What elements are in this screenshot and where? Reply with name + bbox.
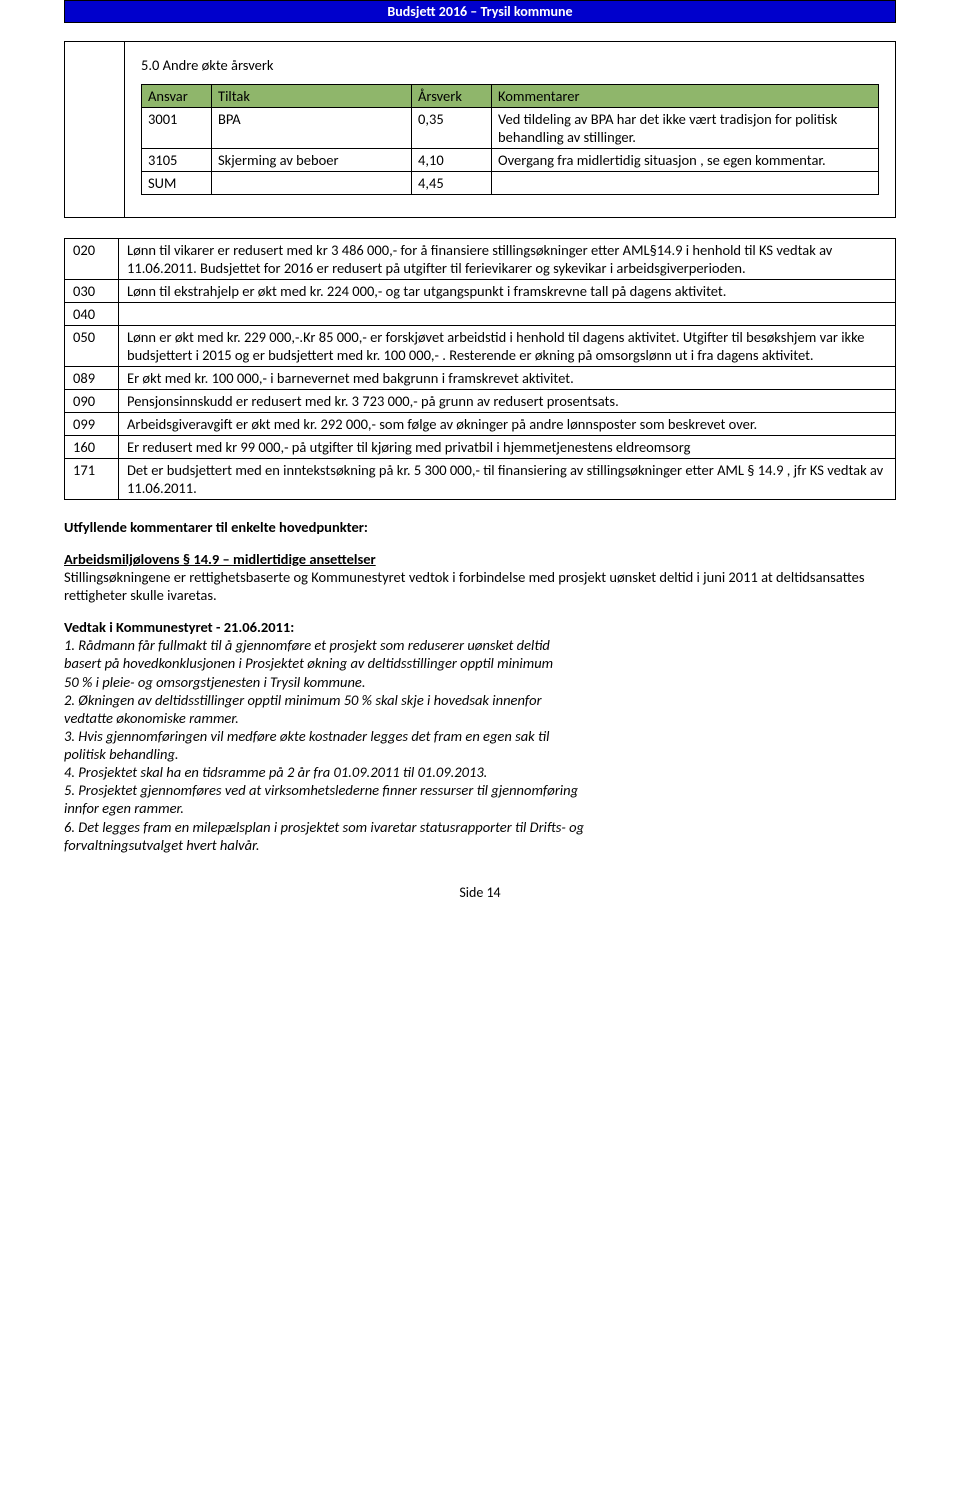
note-code: 090 <box>65 390 119 413</box>
section5-inner-table: Ansvar Tiltak Årsverk Kommentarer 3001 B… <box>141 84 879 195</box>
supplementary-subtitle: Arbeidsmiljølovens § 14.9 – midlertidige… <box>64 550 896 568</box>
note-code: 171 <box>65 459 119 500</box>
vedtak-line: basert på hovedkonklusjonen i Prosjektet… <box>64 654 896 672</box>
vedtak-line: 2. Økningen av deltidsstillinger opptil … <box>64 691 896 709</box>
vedtak-line: 4. Prosjektet skal ha en tidsramme på 2 … <box>64 763 896 781</box>
table-row: 171Det er budsjettert med en inntekstsøk… <box>65 459 896 500</box>
vedtak-line: vedtatte økonomiske rammer. <box>64 709 896 727</box>
cell-kommentar: Ved tildeling av BPA har det ikke vært t… <box>492 108 879 149</box>
vedtak-list: 1. Rådmann får fullmakt til å gjennomfør… <box>64 636 896 854</box>
cell-ansvar: 3105 <box>142 149 212 172</box>
note-text: Er redusert med kr 99 000,- på utgifter … <box>119 436 896 459</box>
note-text: Lønn til vikarer er redusert med kr 3 48… <box>119 239 896 280</box>
cell-arsverk: 0,35 <box>412 108 492 149</box>
section5-main-cell: 5.0 Andre økte årsverk Ansvar Tiltak Års… <box>125 42 896 218</box>
cell-tiltak <box>212 172 412 195</box>
cell-tiltak: BPA <box>212 108 412 149</box>
table-row: 040 <box>65 303 896 326</box>
note-text: Lønn er økt med kr. 229 000,-.Kr 85 000,… <box>119 326 896 367</box>
note-code: 020 <box>65 239 119 280</box>
vedtak-line: 3. Hvis gjennomføringen vil medføre økte… <box>64 727 896 745</box>
col-kommentar: Kommentarer <box>492 85 879 108</box>
cell-ansvar: SUM <box>142 172 212 195</box>
note-text: Pensjonsinnskudd er redusert med kr. 3 7… <box>119 390 896 413</box>
note-code: 040 <box>65 303 119 326</box>
table-row: 160Er redusert med kr 99 000,- på utgift… <box>65 436 896 459</box>
col-tiltak: Tiltak <box>212 85 412 108</box>
col-ansvar: Ansvar <box>142 85 212 108</box>
col-arsverk: Årsverk <box>412 85 492 108</box>
supplementary-heading: Utfyllende kommentarer til enkelte hoved… <box>64 518 896 536</box>
section5-title: 5.0 Andre økte årsverk <box>141 56 879 74</box>
cell-ansvar: 3001 <box>142 108 212 149</box>
vedtak-line: 6. Det legges fram en milepælsplan i pro… <box>64 818 896 836</box>
vedtak-line: innfor egen rammer. <box>64 799 896 817</box>
table-row: SUM 4,45 <box>142 172 879 195</box>
table-row: 089Er økt med kr. 100 000,- i barneverne… <box>65 367 896 390</box>
inner-table-header-row: Ansvar Tiltak Årsverk Kommentarer <box>142 85 879 108</box>
note-text <box>119 303 896 326</box>
table-row: 3105 Skjerming av beboer 4,10 Overgang f… <box>142 149 879 172</box>
vedtak-title: Vedtak i Kommunestyret - 21.06.2011: <box>64 618 896 636</box>
cell-kommentar <box>492 172 879 195</box>
note-text: Er økt med kr. 100 000,- i barnevernet m… <box>119 367 896 390</box>
page-header-text: Budsjett 2016 – Trysil kommune <box>387 3 572 20</box>
supplementary-paragraph: Stillingsøkningene er rettighetsbaserte … <box>64 568 896 604</box>
table-row: 030Lønn til ekstrahjelp er økt med kr. 2… <box>65 280 896 303</box>
notes-table: 020Lønn til vikarer er redusert med kr 3… <box>64 238 896 500</box>
vedtak-line: 50 % i pleie- og omsorgstjenesten i Trys… <box>64 673 896 691</box>
cell-tiltak: Skjerming av beboer <box>212 149 412 172</box>
note-code: 050 <box>65 326 119 367</box>
table-row: 050Lønn er økt med kr. 229 000,-.Kr 85 0… <box>65 326 896 367</box>
page-header-bar: Budsjett 2016 – Trysil kommune <box>64 0 896 23</box>
table-row: 3001 BPA 0,35 Ved tildeling av BPA har d… <box>142 108 879 149</box>
vedtak-line: 5. Prosjektet gjennomføres ved at virkso… <box>64 781 896 799</box>
cell-arsverk: 4,45 <box>412 172 492 195</box>
note-code: 099 <box>65 413 119 436</box>
vedtak-line: forvaltningsutvalget hvert halvår. <box>64 836 896 854</box>
note-code: 160 <box>65 436 119 459</box>
note-code: 089 <box>65 367 119 390</box>
note-code: 030 <box>65 280 119 303</box>
section5-left-gutter <box>65 42 125 218</box>
cell-arsverk: 4,10 <box>412 149 492 172</box>
note-text: Det er budsjettert med en inntekstsøknin… <box>119 459 896 500</box>
note-text: Lønn til ekstrahjelp er økt med kr. 224 … <box>119 280 896 303</box>
section5-outer-table: 5.0 Andre økte årsverk Ansvar Tiltak Års… <box>64 41 896 218</box>
page-footer: Side 14 <box>64 884 896 901</box>
vedtak-line: 1. Rådmann får fullmakt til å gjennomfør… <box>64 636 896 654</box>
table-row: 020Lønn til vikarer er redusert med kr 3… <box>65 239 896 280</box>
table-row: 099Arbeidsgiveravgift er økt med kr. 292… <box>65 413 896 436</box>
vedtak-line: politisk behandling. <box>64 745 896 763</box>
note-text: Arbeidsgiveravgift er økt med kr. 292 00… <box>119 413 896 436</box>
table-row: 090Pensjonsinnskudd er redusert med kr. … <box>65 390 896 413</box>
page-content: 5.0 Andre økte årsverk Ansvar Tiltak Års… <box>0 41 960 931</box>
cell-kommentar: Overgang fra midlertidig situasjon , se … <box>492 149 879 172</box>
